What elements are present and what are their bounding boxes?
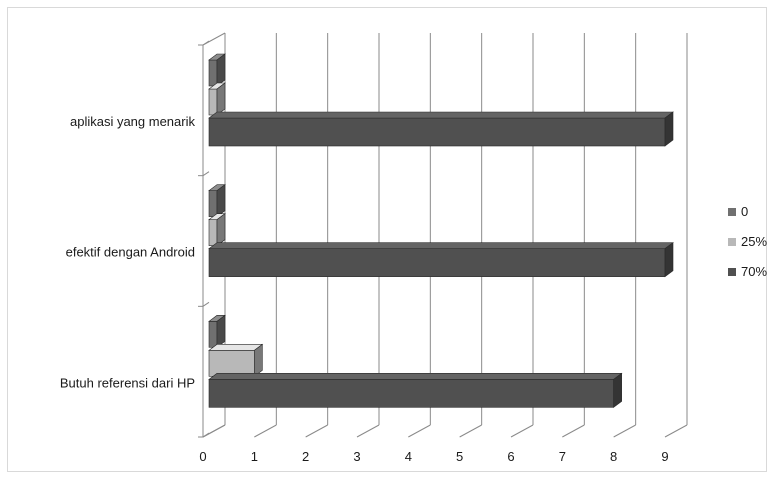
x-tick-label: 5 [456, 449, 463, 464]
floor-gridline [562, 424, 585, 438]
floor-gridline [408, 424, 431, 438]
floor-gridline [356, 424, 380, 438]
category-tick-depth [202, 432, 210, 438]
category-label: Butuh referensi dari HP [60, 375, 195, 390]
floor-gridline [254, 424, 277, 438]
bar-70pct-front [208, 248, 666, 277]
floor-gridline [305, 424, 328, 438]
bar-70pct-side [664, 111, 674, 147]
bar-70pct-front [208, 117, 666, 147]
floor-gridline [510, 424, 534, 438]
legend-swatch [728, 238, 736, 246]
bar-0-side [216, 184, 226, 218]
legend-swatch [728, 208, 736, 216]
bar-25pct-side [216, 82, 226, 116]
category-tick-depth [202, 40, 210, 46]
x-tick-label: 9 [661, 449, 668, 464]
legend-label: 25% [741, 234, 767, 249]
legend-label: 70% [741, 264, 767, 279]
bar-25pct-front [208, 219, 218, 246]
bar-0-front [208, 321, 218, 348]
x-tick-label: 3 [353, 449, 360, 464]
bar-0-front [208, 190, 218, 217]
legend-swatch [728, 268, 736, 276]
bar-25pct-top [208, 344, 264, 351]
bar-70pct-side [613, 372, 622, 408]
category-label: efektif dengan Android [66, 245, 195, 260]
x-tick-label: 4 [405, 449, 412, 464]
bar-0-side [216, 53, 226, 87]
bar-70pct-top [208, 373, 623, 380]
x-tick-label: 1 [251, 449, 258, 464]
bar-25pct-front [208, 88, 218, 116]
bar-70pct-front [208, 379, 614, 408]
floor-gridline [613, 424, 636, 438]
bar-0-front [208, 59, 218, 87]
bar-70pct-top [208, 242, 674, 249]
x-tick-label: 2 [302, 449, 309, 464]
floor-gridline [459, 424, 482, 438]
x-tick-label: 8 [610, 449, 617, 464]
bar-70pct-top [208, 111, 674, 119]
x-tick-label: 6 [507, 449, 514, 464]
bar-0-side [216, 314, 226, 348]
bar-25pct-front [208, 350, 255, 377]
x-tick-label: 0 [199, 449, 206, 464]
bar-25pct-side [216, 213, 226, 247]
category-label: aplikasi yang menarik [70, 114, 196, 129]
category-tick-depth [202, 301, 210, 307]
bar-25pct-side [254, 343, 263, 377]
floor-gridline [664, 424, 688, 438]
category-tick-depth [202, 171, 210, 177]
x-tick-label: 7 [559, 449, 566, 464]
bar-70pct-side [664, 242, 674, 278]
legend-label: 0 [741, 204, 748, 219]
